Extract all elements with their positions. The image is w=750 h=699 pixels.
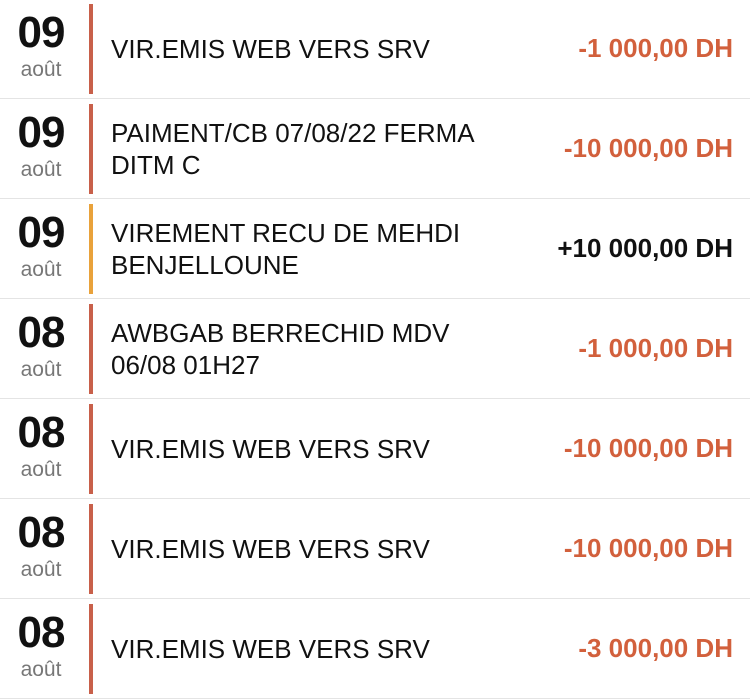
- transaction-day: 08: [17, 608, 66, 657]
- transaction-type-bar: [89, 204, 93, 294]
- transaction-amount: -10 000,00 DH: [563, 433, 733, 463]
- transaction-type-bar: [89, 104, 93, 194]
- transaction-day: 09: [17, 108, 66, 157]
- transaction-row[interactable]: 09 août VIR.EMIS WEB VERS SRV -1 000,00 …: [0, 0, 750, 99]
- transaction-amount: -10 000,00 DH: [563, 533, 733, 563]
- transaction-label: VIR.EMIS WEB VERS SRV: [111, 433, 430, 464]
- transaction-month: août: [20, 258, 62, 281]
- transaction-date: 09 août: [0, 211, 82, 283]
- transaction-type-bar: [89, 4, 93, 94]
- transaction-amount: -3 000,00 DH: [578, 633, 733, 663]
- transaction-date: 09 août: [0, 111, 82, 183]
- transaction-month: août: [20, 358, 62, 381]
- transaction-row[interactable]: 08 août VIR.EMIS WEB VERS SRV -10 000,00…: [0, 399, 750, 499]
- transaction-day: 08: [17, 408, 66, 457]
- transaction-label: VIREMENT RECU DE MEHDI BENJELLOUNE: [111, 217, 461, 280]
- transaction-row[interactable]: 08 août VIR.EMIS WEB VERS SRV -3 000,00 …: [0, 599, 750, 699]
- transaction-day: 09: [17, 8, 66, 57]
- transaction-label: VIR.EMIS WEB VERS SRV: [111, 633, 430, 664]
- transaction-row[interactable]: 09 août PAIMENT/CB 07/08/22 FERMA DITM C…: [0, 99, 750, 199]
- transaction-date: 08 août: [0, 311, 82, 383]
- transaction-day: 08: [17, 508, 66, 557]
- transaction-type-bar: [89, 404, 93, 494]
- transaction-month: août: [20, 158, 62, 181]
- transaction-amount: -1 000,00 DH: [578, 333, 733, 363]
- transaction-day: 08: [17, 308, 66, 357]
- transaction-amount: +10 000,00 DH: [557, 233, 733, 263]
- transaction-type-bar: [89, 304, 93, 394]
- transaction-row[interactable]: 08 août VIR.EMIS WEB VERS SRV -10 000,00…: [0, 499, 750, 599]
- transaction-row[interactable]: 09 août VIREMENT RECU DE MEHDI BENJELLOU…: [0, 199, 750, 299]
- transaction-date: 09 août: [0, 11, 82, 83]
- transaction-amount: -1 000,00 DH: [578, 33, 733, 63]
- transaction-type-bar: [89, 604, 93, 694]
- transaction-type-bar: [89, 504, 93, 594]
- transaction-day: 09: [17, 208, 66, 257]
- transaction-amount: -10 000,00 DH: [563, 133, 733, 163]
- transaction-date: 08 août: [0, 611, 82, 683]
- transaction-month: août: [20, 558, 62, 581]
- transaction-label: VIR.EMIS WEB VERS SRV: [111, 533, 430, 564]
- transaction-label: AWBGAB BERRECHID MDV 06/08 01H27: [111, 317, 450, 380]
- transaction-month: août: [20, 658, 62, 681]
- transaction-month: août: [20, 58, 62, 81]
- transaction-row[interactable]: 08 août AWBGAB BERRECHID MDV 06/08 01H27…: [0, 299, 750, 399]
- transaction-date: 08 août: [0, 511, 82, 583]
- transaction-label: VIR.EMIS WEB VERS SRV: [111, 33, 430, 64]
- transaction-date: 08 août: [0, 411, 82, 483]
- transaction-label: PAIMENT/CB 07/08/22 FERMA DITM C: [111, 117, 474, 180]
- transaction-month: août: [20, 458, 62, 481]
